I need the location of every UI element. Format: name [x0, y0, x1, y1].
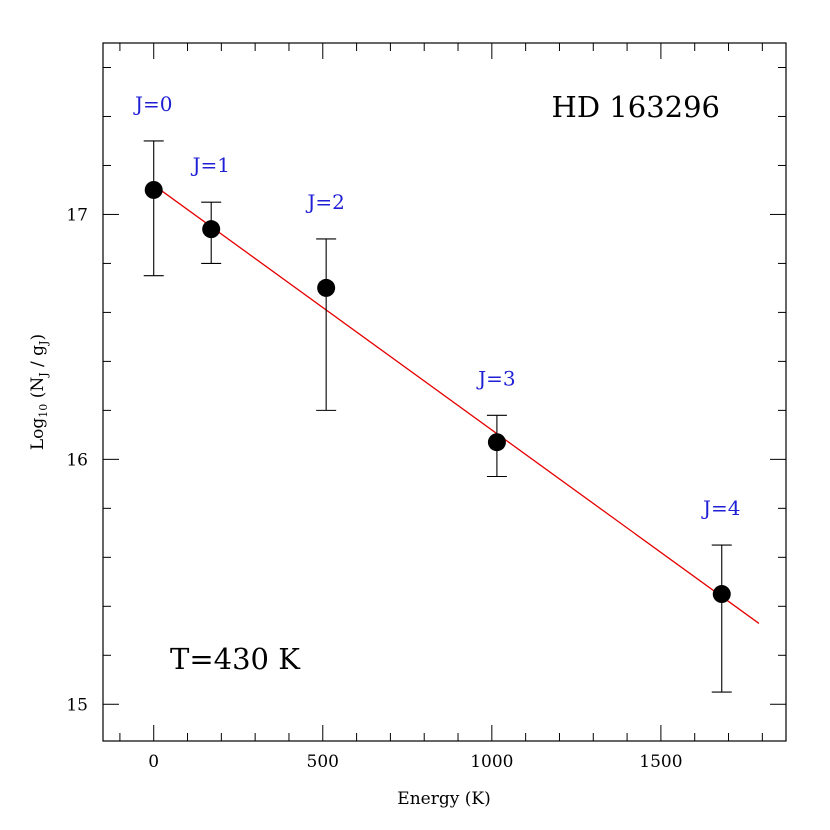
data-point: [487, 433, 506, 452]
level-label: J=3: [476, 366, 516, 390]
y-tick-label: 17: [66, 205, 88, 225]
tick-labels: 0 500 1000 1500 15 16 17: [66, 205, 682, 772]
data-point: [144, 180, 163, 199]
data-point: [317, 278, 336, 297]
y-title-sub2: J: [37, 372, 50, 377]
level-label: J=4: [701, 496, 741, 520]
y-title-mid: (N: [28, 377, 48, 404]
y-title-sub3: J: [37, 341, 50, 346]
fit-line: [153, 184, 760, 624]
level-label: J=1: [190, 153, 230, 177]
data-point: [712, 585, 731, 604]
temperature-annotation: T=430 K: [170, 642, 301, 676]
data-point: [202, 220, 221, 239]
y-title-prefix: Log: [28, 418, 48, 451]
y-tick-label: 15: [66, 695, 88, 715]
level-labels: J=0 J=1 J=2 J=3 J=4: [133, 92, 741, 520]
plot-frame: [102, 42, 787, 742]
level-label: J=0: [133, 92, 173, 116]
object-title: HD 163296: [552, 90, 720, 124]
fit-layer: [153, 184, 760, 624]
y-title-sub1: 10: [37, 404, 50, 418]
y-tick-label: 16: [66, 450, 88, 470]
x-tick-label: 0: [148, 752, 159, 772]
level-label: J=2: [305, 190, 345, 214]
data-points: [144, 180, 731, 604]
y-title-suffix: ): [28, 334, 48, 341]
x-tick-label: 1500: [639, 752, 682, 772]
x-tick-label: 500: [307, 752, 339, 772]
x-tick-label: 1000: [470, 752, 513, 772]
x-axis-title: Energy (K): [397, 789, 490, 809]
y-axis-title: Log10 (NJ / gJ): [28, 334, 50, 450]
y-title-mid2: / g: [28, 345, 48, 373]
axis-ticks: [103, 43, 786, 741]
error-bars: [143, 140, 732, 693]
